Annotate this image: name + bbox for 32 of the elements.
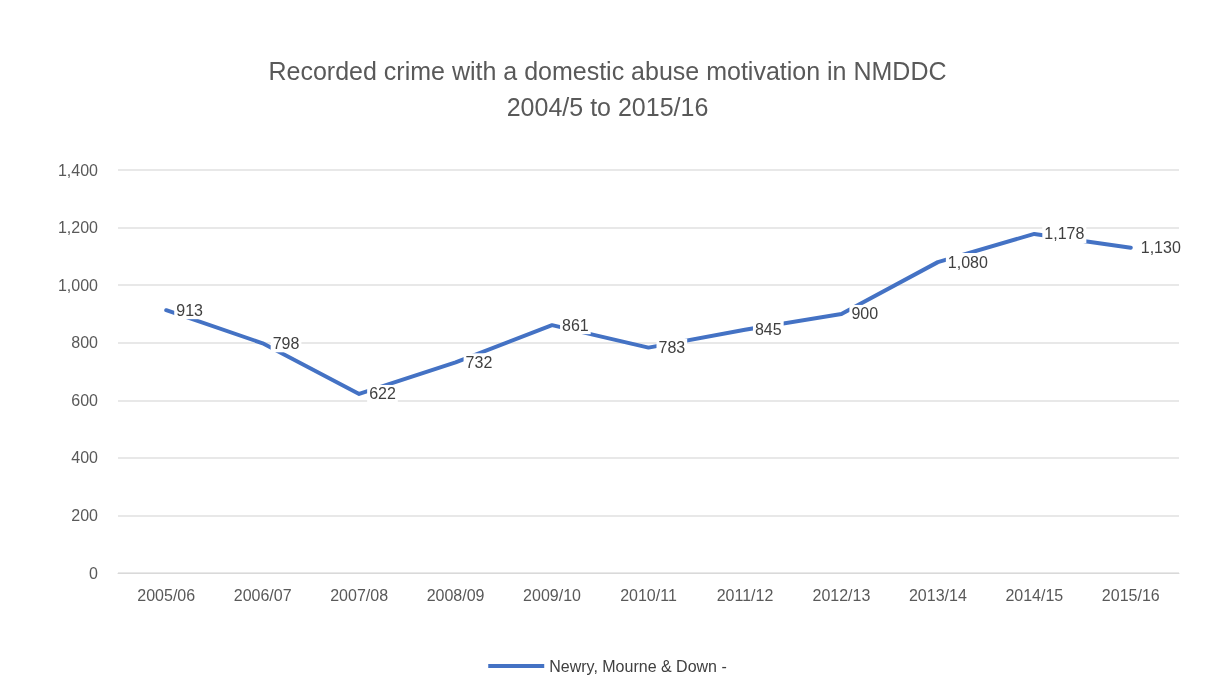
data-label: 783	[658, 339, 686, 357]
y-tick-label: 600	[71, 391, 99, 409]
data-label: 845	[754, 321, 782, 339]
y-tick-label: 0	[89, 564, 99, 582]
x-tick-label: 2013/14	[908, 586, 967, 604]
data-label: 732	[465, 353, 493, 371]
y-tick-label: 1,200	[57, 219, 99, 237]
x-tick-label: 2005/06	[137, 586, 196, 604]
data-label: 900	[851, 305, 879, 323]
y-tick-label: 400	[71, 449, 99, 467]
x-tick-label: 2014/15	[1005, 586, 1064, 604]
x-tick-label: 2015/16	[1101, 586, 1160, 604]
x-tick-label: 2011/12	[716, 586, 774, 604]
y-tick-label: 1,400	[57, 161, 99, 179]
legend-label: Newry, Mourne & Down -	[549, 657, 727, 675]
y-tick-label: 800	[71, 334, 99, 352]
x-tick-label: 2012/13	[812, 586, 871, 604]
data-label: 1,080	[947, 253, 988, 271]
x-tick-label: 2006/07	[233, 586, 292, 604]
x-tick-label: 2008/09	[426, 586, 485, 604]
data-label: 622	[369, 385, 396, 403]
y-tick-label: 200	[71, 506, 99, 524]
x-tick-label: 2009/10	[523, 586, 582, 604]
data-label: 1,178	[1044, 225, 1085, 243]
y-tick-label: 1,000	[57, 276, 99, 294]
data-label: 913	[176, 301, 204, 319]
x-tick-label: 2010/11	[620, 586, 677, 604]
data-label: 861	[562, 316, 589, 334]
chart-title: Recorded crime with a domestic abuse motivation in NMDDC 2004/5 to 2015/16	[268, 57, 947, 121]
data-label: 798	[272, 334, 300, 352]
x-tick-label: 2007/08	[330, 586, 389, 604]
data-label: 1,130	[1140, 239, 1181, 257]
